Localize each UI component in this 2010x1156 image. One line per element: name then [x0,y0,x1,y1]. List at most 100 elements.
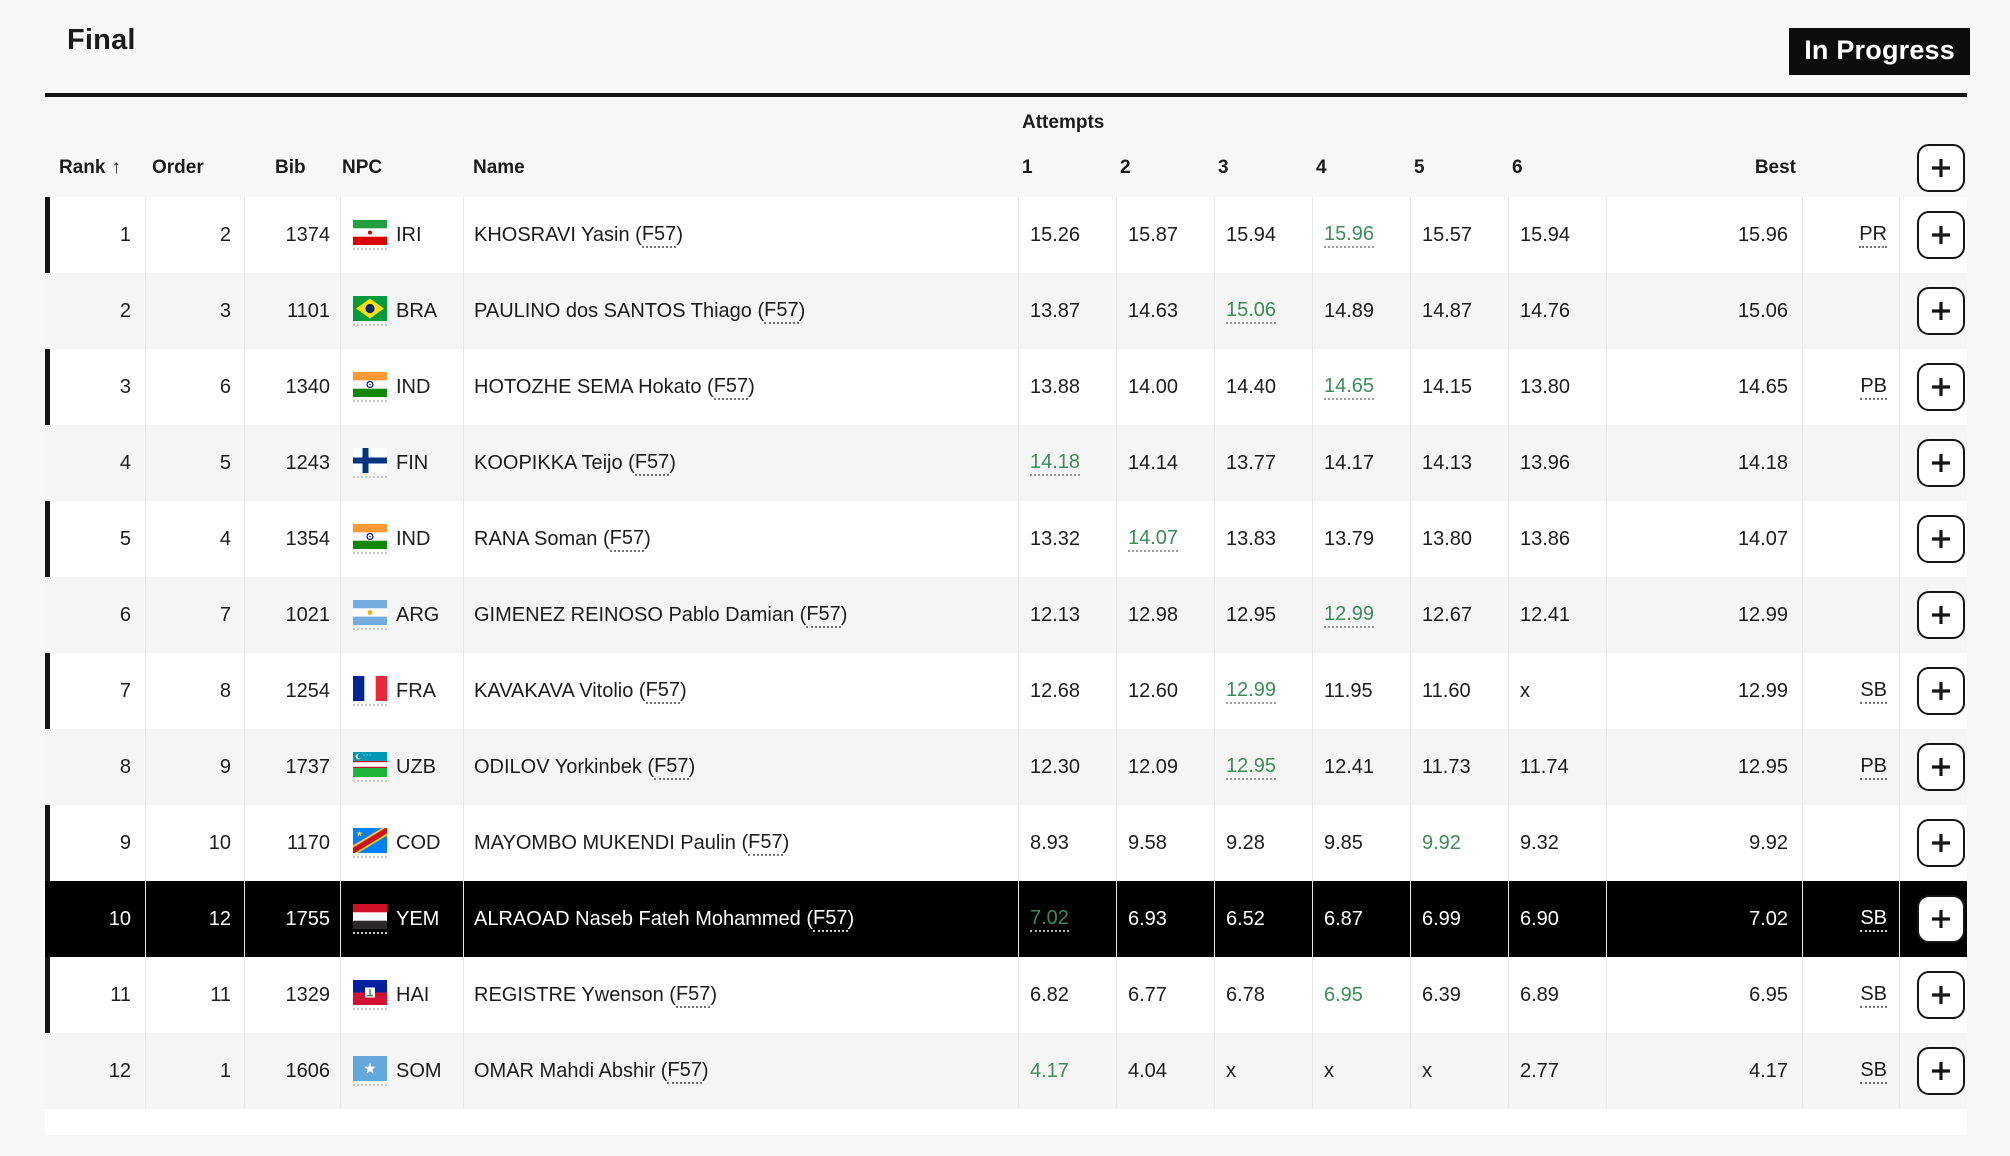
flag-uzb-icon[interactable] [353,752,387,782]
plus-icon [1932,159,1950,177]
attempt-cell: 12.30 [1018,729,1116,805]
record-note[interactable]: SB [1860,1059,1887,1084]
class-code[interactable]: F57 [764,299,799,324]
expand-row-button[interactable] [1917,287,1965,335]
record-note[interactable]: PB [1860,755,1887,780]
flag-som-icon[interactable] [353,1056,387,1086]
expand-row-button[interactable] [1917,591,1965,639]
flag-arg-icon[interactable] [353,600,387,630]
class-code[interactable]: F57 [713,375,749,400]
notes-cell: PB [1802,729,1899,805]
flag-fin-icon[interactable] [353,448,387,478]
expand-row-button[interactable] [1917,363,1965,411]
athlete-name: HOTOZHE SEMA Hokato [474,375,702,398]
athlete-name-cell: KAVAKAVA Vitolio (F57) [463,653,1018,729]
attempt-cell: 4.04 [1116,1033,1214,1109]
attempt-cell: 12.95 [1214,729,1312,805]
flag-hai-icon[interactable] [353,980,387,1010]
expand-cell [1899,197,1967,273]
attempt-cell: 12.98 [1116,577,1214,653]
notes-cell: PR [1802,197,1899,273]
notes-cell [1802,273,1899,349]
attempt-cell: x [1508,653,1606,729]
bib-cell: 1101 [244,273,340,349]
flag-yem-icon[interactable] [353,904,387,934]
notes-cell: SB [1802,957,1899,1033]
class-code[interactable]: F57 [645,679,681,704]
best-cell: 12.99 [1606,577,1802,653]
expand-row-button[interactable] [1917,743,1965,791]
attempt-cell: 14.17 [1312,425,1410,501]
flag-bra-icon[interactable] [353,296,387,326]
column-header-order: Order [152,157,204,178]
expand-row-button[interactable] [1917,895,1965,943]
plus-icon [1932,682,1950,700]
expand-row-button[interactable] [1917,819,1965,867]
expand-cell [1899,957,1967,1033]
attempt-cell: 14.00 [1116,349,1214,425]
best-cell: 12.95 [1606,729,1802,805]
attempt-cell: 12.99 [1214,653,1312,729]
bib-cell: 1329 [244,957,340,1033]
order-cell: 4 [145,501,244,577]
class-code[interactable]: F57 [641,223,677,248]
flag-fra-icon[interactable] [353,676,387,706]
column-header-bib: Bib [275,157,306,178]
rank-cell: 2 [119,299,131,322]
column-header-rank[interactable]: Rank ↑ [59,157,121,178]
expand-row-button[interactable] [1917,1047,1965,1095]
record-note[interactable]: SB [1860,983,1887,1008]
attempt-cell: 13.80 [1410,501,1508,577]
class-code[interactable]: F57 [667,1059,702,1084]
class-code[interactable]: F57 [634,451,670,476]
attempts-group-header: Attempts [1022,112,1105,133]
attempt-cell: 9.28 [1214,805,1312,881]
plus-icon [1932,454,1950,472]
class-code[interactable]: F57 [654,755,689,780]
athlete-name-cell: KHOSRAVI Yasin (F57) [463,197,1018,273]
record-note[interactable]: SB [1860,907,1887,932]
expand-row-button[interactable] [1917,667,1965,715]
npc-cell: FRA [340,653,463,729]
attempt-cell: 12.68 [1018,653,1116,729]
table-header-row: Rank ↑ Order Bib NPC Name 1 2 3 4 5 6 Be… [45,139,1967,197]
expand-all-button[interactable] [1917,144,1965,192]
attempt-cell: 7.02 [1018,881,1116,957]
order-cell: 8 [145,653,244,729]
bib-cell: 1340 [244,349,340,425]
table-row: 5 4 1354 IND RANA Soman (F57) 13.32 14.0… [45,501,1967,577]
bib-cell: 1606 [244,1033,340,1109]
table-row: 11 11 1329 HAI REGISTRE Ywenson (F57) 6.… [45,957,1967,1033]
expand-row-button[interactable] [1917,515,1965,563]
class-code[interactable]: F57 [748,831,783,856]
rank-cell: 11 [110,983,131,1006]
athlete-name-cell: RANA Soman (F57) [463,501,1018,577]
athlete-name: MAYOMBO MUKENDI Paulin [474,831,736,854]
expand-cell [1899,425,1967,501]
flag-cod-icon[interactable] [353,828,387,858]
order-cell: 3 [145,273,244,349]
class-code[interactable]: F57 [813,907,848,932]
flag-iri-icon[interactable] [353,220,387,250]
expand-cell [1899,881,1967,957]
athlete-name: ALRAOAD Naseb Fateh Mohammed [474,907,801,930]
table-row: 4 5 1243 FIN KOOPIKKA Teijo (F57) 14.18 … [45,425,1967,501]
expand-row-button[interactable] [1917,211,1965,259]
rank-cell: 5 [119,527,131,550]
record-note[interactable]: PR [1859,223,1887,248]
attempt-cell: 13.83 [1214,501,1312,577]
expand-row-button[interactable] [1917,971,1965,1019]
flag-ind-icon[interactable] [353,372,387,402]
record-note[interactable]: PB [1860,375,1887,400]
npc-code: YEM [396,907,440,930]
attempt-cell: 6.90 [1508,881,1606,957]
class-code[interactable]: F57 [609,527,645,552]
class-code[interactable]: F57 [675,983,711,1008]
notes-cell: SB [1802,881,1899,957]
notes-cell [1802,501,1899,577]
flag-ind-icon[interactable] [353,524,387,554]
npc-code: IND [396,527,431,550]
class-code[interactable]: F57 [806,603,841,628]
record-note[interactable]: SB [1860,679,1887,704]
expand-row-button[interactable] [1917,439,1965,487]
